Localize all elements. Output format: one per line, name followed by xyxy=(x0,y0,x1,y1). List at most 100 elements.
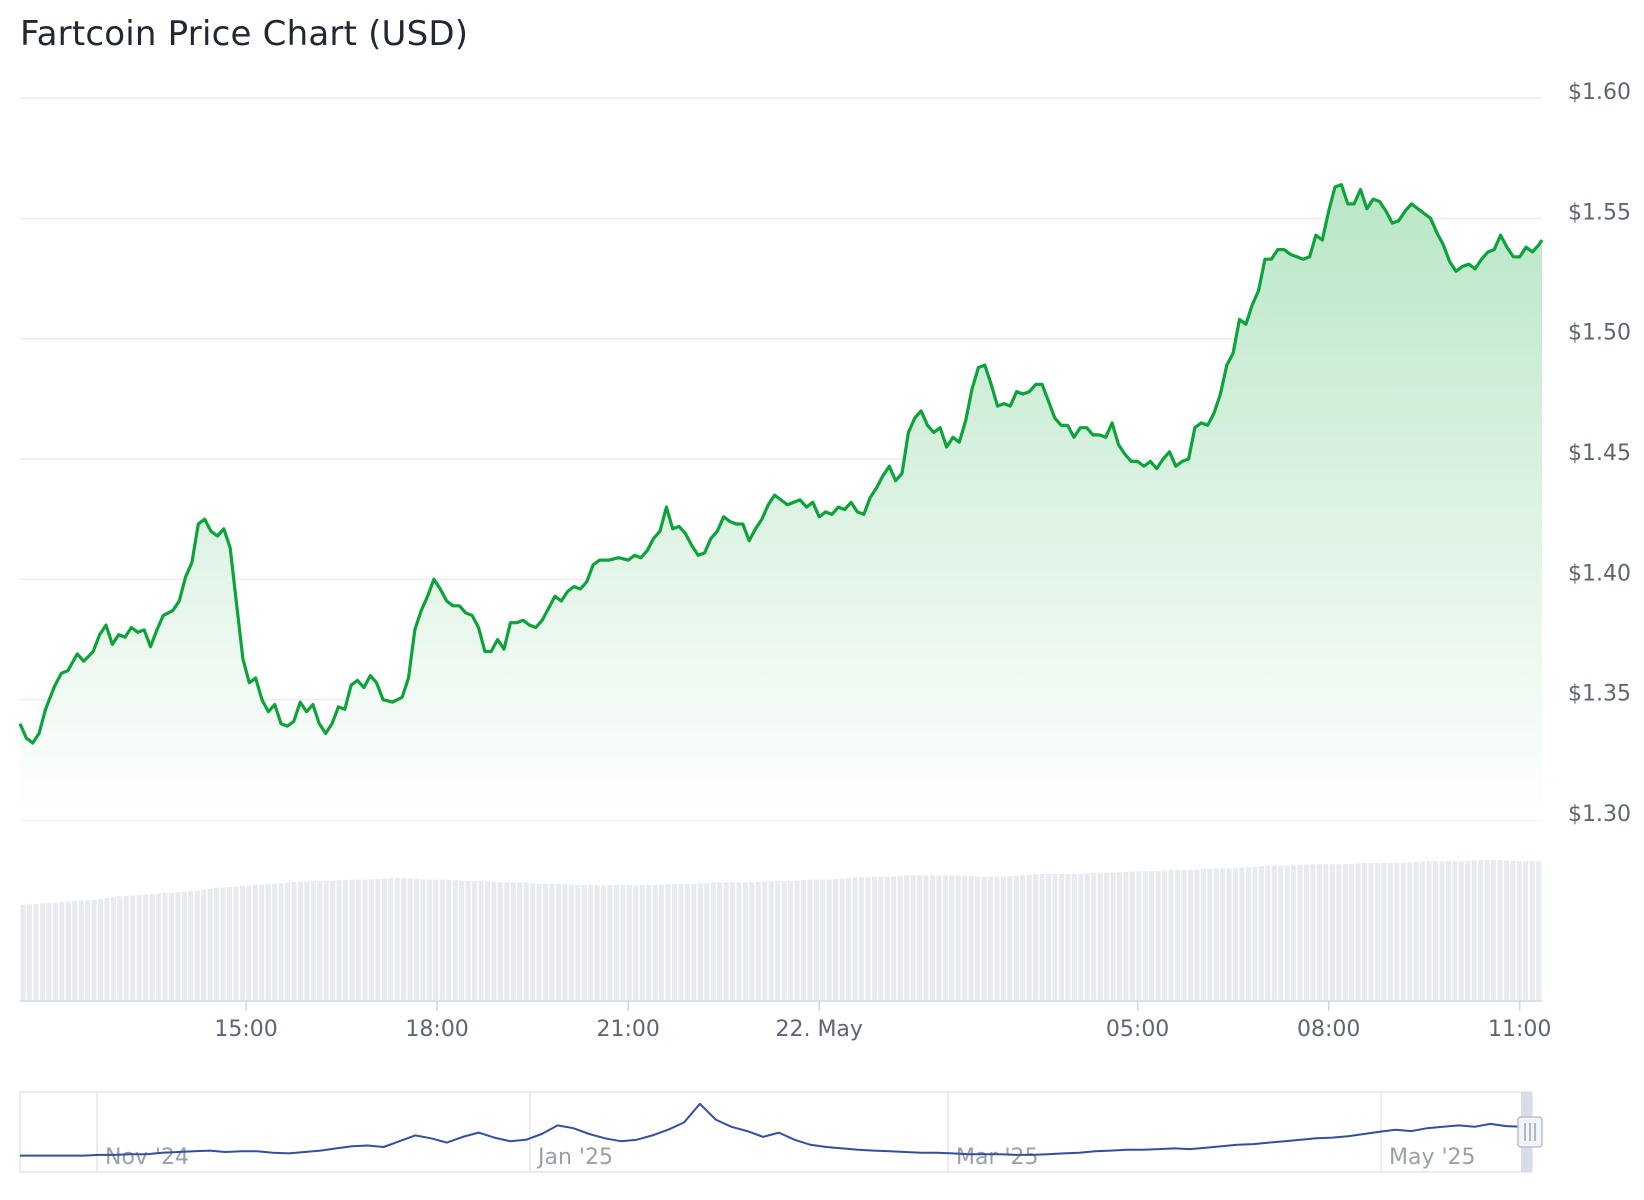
volume-bar xyxy=(1245,867,1251,1000)
volume-bar xyxy=(968,875,974,1000)
volume-bar xyxy=(336,880,342,1000)
volume-bar xyxy=(1258,866,1264,1000)
x-tick-label: 21:00 xyxy=(596,1017,659,1042)
x-tick-label: 05:00 xyxy=(1106,1017,1169,1042)
volume-bar xyxy=(78,900,84,1000)
volume-bar xyxy=(39,903,45,1000)
volume-bar xyxy=(1503,860,1509,1000)
volume-bar xyxy=(355,879,362,1000)
volume-bar xyxy=(1187,869,1193,1000)
volume-bar xyxy=(1381,862,1387,1000)
volume-bar xyxy=(91,899,97,1000)
navigator-line xyxy=(20,1102,1523,1157)
volume-bar xyxy=(52,902,58,1000)
volume-bar xyxy=(1104,872,1110,1000)
volume-bar xyxy=(523,882,529,1000)
volume-bar xyxy=(1200,869,1206,1000)
volume-bar xyxy=(1349,863,1355,1000)
volume-bar xyxy=(555,883,561,1000)
volume-bar xyxy=(633,885,639,1000)
range-navigator[interactable]: Nov '24 Jan '25 Mar '25 May '25 xyxy=(19,1091,1543,1173)
volume-bar xyxy=(878,876,884,1000)
volume-bar xyxy=(962,875,968,1000)
volume-bar xyxy=(1033,874,1039,1000)
volume-bar xyxy=(239,885,245,1000)
volume-bar xyxy=(265,884,271,1000)
volume-bar xyxy=(330,880,336,1000)
volume-bar xyxy=(1174,869,1181,1000)
volume-bar xyxy=(1323,864,1329,1000)
volume-bar xyxy=(1484,860,1490,1000)
volume-bar xyxy=(897,875,903,1000)
volume-bar xyxy=(762,881,768,1000)
volume-bar xyxy=(1329,864,1335,1000)
price-line xyxy=(18,183,1544,745)
volume-bar xyxy=(1271,865,1277,1000)
volume-bar xyxy=(65,901,71,1000)
volume-bar xyxy=(1129,871,1135,1000)
volume-bar xyxy=(1155,870,1161,1000)
volume-bar xyxy=(1071,874,1077,1000)
volume-bar xyxy=(1374,862,1380,1000)
volume-bar xyxy=(465,881,471,1000)
volume-bar xyxy=(478,881,484,1000)
volume-bar xyxy=(568,884,574,1000)
volume-bar xyxy=(1123,871,1129,1000)
volume-bar xyxy=(46,902,52,1000)
volume-bar xyxy=(684,883,690,1000)
volume-bar xyxy=(1213,868,1219,1000)
x-tick-label: 18:00 xyxy=(405,1017,468,1042)
volume-bar xyxy=(97,899,104,1000)
volume-bar xyxy=(1407,862,1413,1000)
volume-bar xyxy=(1310,864,1316,1000)
volume-bar xyxy=(730,882,736,1000)
volume-bar xyxy=(394,878,400,1000)
volume-bar xyxy=(671,883,678,1000)
navigator-tick-label: Jan '25 xyxy=(536,1145,613,1170)
volume-bar xyxy=(607,885,613,1000)
volume-bar xyxy=(349,879,355,1000)
navigator-tick-label: Nov '24 xyxy=(105,1145,189,1170)
volume-bar xyxy=(820,879,826,1000)
volume-bar xyxy=(646,885,652,1000)
volume-bar xyxy=(1149,871,1155,1000)
volume-bar xyxy=(297,881,303,1000)
volume-bar xyxy=(588,885,594,1000)
volume-bar xyxy=(1452,861,1458,1000)
volume-bar xyxy=(659,884,665,1000)
volume-bar xyxy=(517,882,523,1000)
volume-bar xyxy=(736,882,742,1000)
volume-bar xyxy=(891,876,897,1000)
volume-bar xyxy=(923,875,929,1000)
volume-bar xyxy=(472,881,478,1000)
volume-bar xyxy=(1220,868,1226,1000)
volume-bar xyxy=(401,878,407,1000)
volume-bar xyxy=(775,881,781,1000)
volume-bar xyxy=(781,881,787,1000)
navigator-handle[interactable] xyxy=(1517,1116,1543,1148)
x-axis: 15:00 18:00 21:00 22. May 05:00 08:00 11:00 xyxy=(214,1001,1551,1042)
volume-bar xyxy=(704,882,710,1000)
volume-bar xyxy=(755,881,761,1000)
volume-bar xyxy=(323,881,329,1000)
volume-bar xyxy=(1284,865,1290,1000)
volume-bar xyxy=(949,875,955,1000)
volume-bar xyxy=(813,879,819,1000)
volume-bar xyxy=(1458,861,1464,1000)
volume-bar xyxy=(697,883,703,1000)
volume-bar xyxy=(1078,873,1084,1000)
volume-bar xyxy=(317,881,323,1000)
volume-bar xyxy=(1394,862,1400,1000)
volume-bar xyxy=(1162,870,1168,1000)
volume-bars xyxy=(20,860,1542,1000)
volume-bar xyxy=(375,878,381,1000)
volume-bar xyxy=(826,879,832,1000)
volume-bar xyxy=(594,885,600,1000)
volume-bar xyxy=(1478,860,1484,1000)
volume-bar xyxy=(136,894,142,1000)
volume-bar xyxy=(1116,872,1123,1000)
volume-bar xyxy=(181,891,187,1000)
volume-bar xyxy=(1342,864,1348,1000)
volume-bar xyxy=(794,880,800,1000)
